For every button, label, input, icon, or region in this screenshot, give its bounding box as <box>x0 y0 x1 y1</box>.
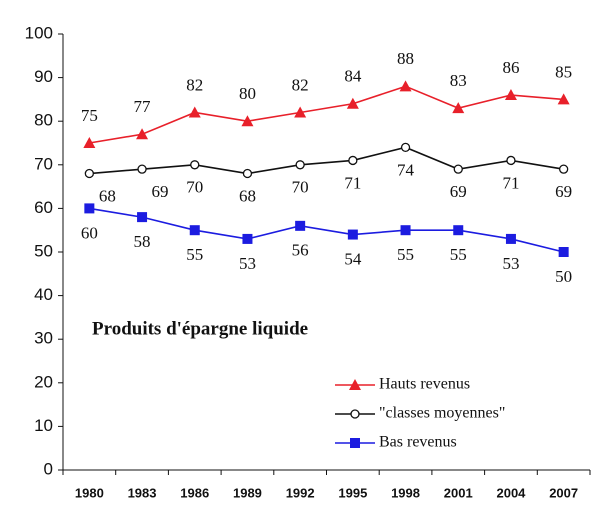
y-tick-label: 50 <box>34 241 53 260</box>
y-tick-label: 90 <box>34 67 53 86</box>
point <box>400 142 411 153</box>
point <box>506 155 516 166</box>
point <box>505 233 516 244</box>
data-label: 82 <box>186 75 203 94</box>
point <box>453 164 463 174</box>
data-label: 50 <box>555 267 572 286</box>
point <box>83 137 96 148</box>
x-tick-label: 2001 <box>444 485 473 500</box>
data-label: 55 <box>397 245 414 264</box>
y-tick-label: 10 <box>34 416 53 435</box>
point <box>559 164 569 174</box>
data-label: 75 <box>81 106 98 125</box>
legend-marker <box>350 438 360 448</box>
data-label: 74 <box>397 160 415 179</box>
data-label: 70 <box>186 178 203 197</box>
data-label: 68 <box>239 186 256 205</box>
data-label: 70 <box>292 178 309 197</box>
point <box>294 106 307 118</box>
point <box>241 115 254 127</box>
y-tick-label: 40 <box>34 285 53 304</box>
data-label: 55 <box>450 245 467 264</box>
legend-marker <box>350 409 360 419</box>
series-line <box>89 207 564 253</box>
data-label: 88 <box>397 49 414 68</box>
point <box>137 212 148 223</box>
legend-label: "classes moyennes" <box>379 405 505 422</box>
data-label: 83 <box>450 71 467 90</box>
point <box>137 164 147 174</box>
annotation: Produits d'épargne liquide <box>92 318 308 339</box>
x-tick-label: 1980 <box>75 485 104 500</box>
data-label: 71 <box>344 173 361 192</box>
y-tick-label: 70 <box>34 154 53 173</box>
legend-label: Bas revenus <box>379 434 457 451</box>
point <box>242 233 253 244</box>
x-tick-label: 1983 <box>128 485 157 500</box>
point <box>295 160 305 170</box>
point <box>136 128 149 140</box>
point <box>346 97 359 109</box>
point <box>557 93 570 105</box>
point <box>188 106 201 118</box>
data-label: 77 <box>134 97 152 116</box>
x-tick-label: 1989 <box>233 485 262 500</box>
y-tick-label: 20 <box>34 372 53 391</box>
legend-label: Hauts revenus <box>379 376 470 393</box>
data-label: 54 <box>344 249 362 268</box>
point <box>84 203 95 214</box>
x-tick-label: 2007 <box>549 485 578 500</box>
point <box>558 247 569 257</box>
point <box>400 225 411 236</box>
point <box>452 102 465 114</box>
data-label: 58 <box>134 232 151 251</box>
data-label: 69 <box>555 182 572 201</box>
x-tick-label: 1986 <box>180 485 209 500</box>
data-label: 55 <box>186 245 203 264</box>
series-line <box>89 85 564 144</box>
point <box>190 160 200 170</box>
data-label: 53 <box>239 254 256 273</box>
point <box>189 225 200 236</box>
y-tick-label: 60 <box>34 198 53 217</box>
x-tick-label: 1992 <box>286 485 315 500</box>
point <box>295 220 306 231</box>
y-tick-label: 80 <box>34 111 53 130</box>
point <box>504 89 517 101</box>
data-label: 71 <box>502 173 519 192</box>
series-line <box>89 146 564 175</box>
point <box>347 229 358 240</box>
data-label: 86 <box>502 58 519 77</box>
point <box>453 225 464 236</box>
data-label: 60 <box>81 223 98 242</box>
y-tick-label: 30 <box>34 329 53 348</box>
x-tick-label: 2004 <box>496 485 526 500</box>
data-label: 56 <box>292 241 309 260</box>
x-tick-label: 1995 <box>338 485 367 500</box>
data-label: 68 <box>99 186 116 205</box>
point <box>84 168 94 179</box>
y-tick-label: 0 <box>44 459 53 478</box>
data-label: 69 <box>152 182 169 201</box>
data-label: 69 <box>450 182 467 201</box>
point <box>348 155 358 166</box>
data-label: 80 <box>239 84 256 103</box>
data-label: 53 <box>502 254 519 273</box>
data-label: 85 <box>555 62 572 81</box>
point <box>399 80 412 92</box>
y-tick-label: 100 <box>25 23 53 42</box>
point <box>242 168 253 179</box>
x-tick-label: 1998 <box>391 485 420 500</box>
data-label: 82 <box>292 75 309 94</box>
data-label: 84 <box>344 67 362 86</box>
legend-marker <box>349 379 361 390</box>
